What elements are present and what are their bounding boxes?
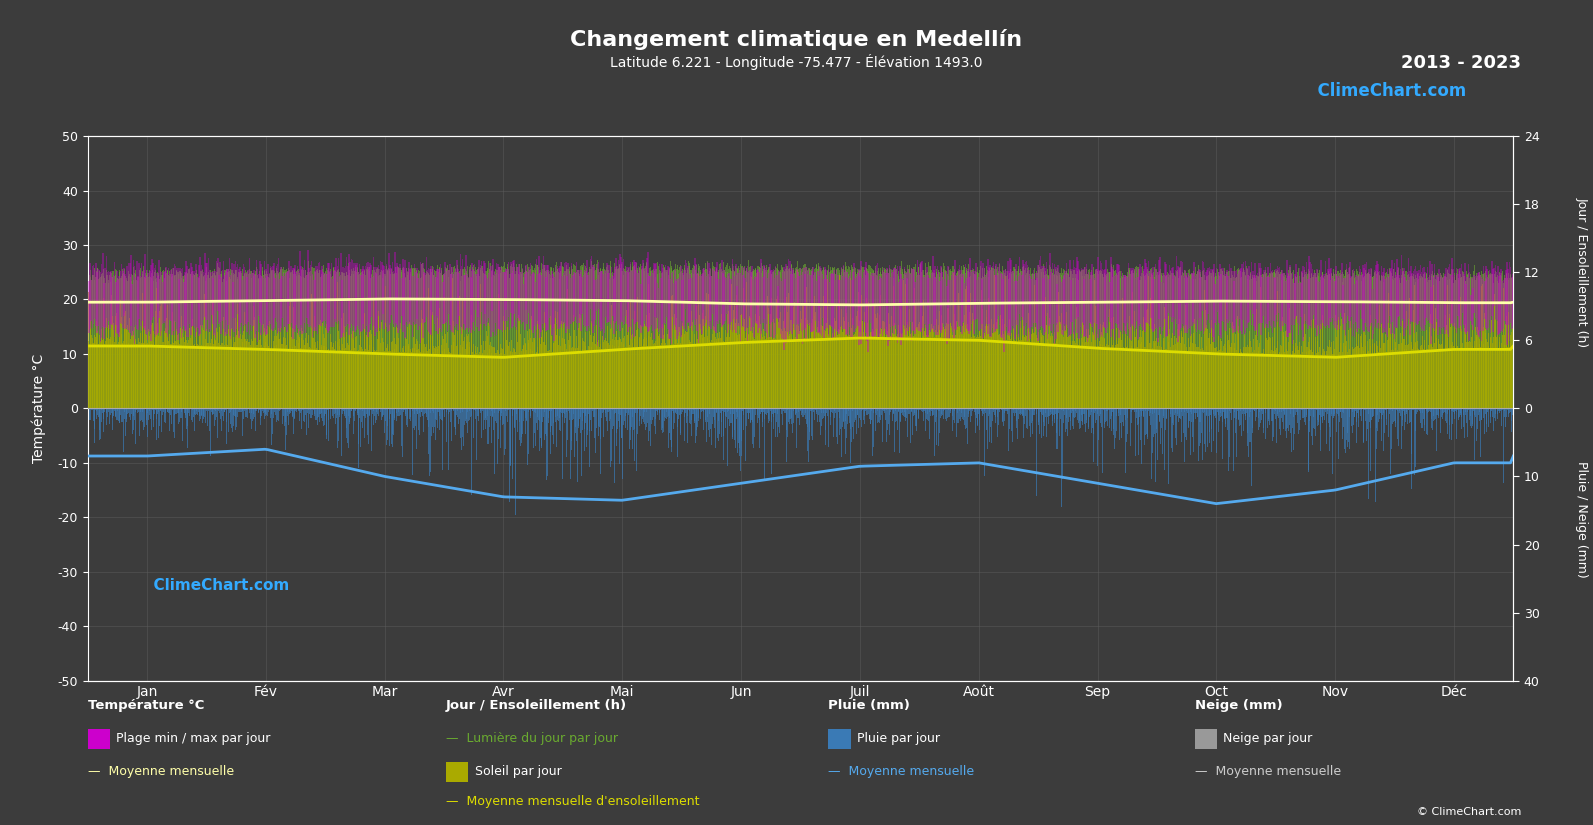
Text: 2013 - 2023: 2013 - 2023 (1402, 54, 1521, 72)
Text: Soleil par jour: Soleil par jour (475, 765, 561, 778)
Text: ClimeChart.com: ClimeChart.com (1306, 82, 1467, 100)
Text: —  Moyenne mensuelle: — Moyenne mensuelle (88, 765, 234, 778)
Text: Neige (mm): Neige (mm) (1195, 699, 1282, 712)
Text: Latitude 6.221 - Longitude -75.477 - Élévation 1493.0: Latitude 6.221 - Longitude -75.477 - Élé… (610, 54, 983, 69)
Text: Changement climatique en Medellín: Changement climatique en Medellín (570, 29, 1023, 50)
Text: Jour / Ensoleillement (h): Jour / Ensoleillement (h) (446, 699, 628, 712)
Text: ClimeChart.com: ClimeChart.com (143, 578, 290, 593)
Text: —  Moyenne mensuelle: — Moyenne mensuelle (828, 765, 975, 778)
Text: Température °C: Température °C (88, 699, 204, 712)
Text: Pluie par jour: Pluie par jour (857, 732, 940, 745)
Text: Pluie / Neige (mm): Pluie / Neige (mm) (1575, 461, 1588, 578)
Text: Jour / Ensoleillement (h): Jour / Ensoleillement (h) (1575, 197, 1588, 347)
Text: —  Moyenne mensuelle: — Moyenne mensuelle (1195, 765, 1341, 778)
Text: © ClimeChart.com: © ClimeChart.com (1416, 807, 1521, 817)
Text: —  Lumière du jour par jour: — Lumière du jour par jour (446, 732, 618, 745)
Text: Neige par jour: Neige par jour (1223, 732, 1313, 745)
Text: Plage min / max par jour: Plage min / max par jour (116, 732, 271, 745)
Text: —  Moyenne mensuelle d'ensoleillement: — Moyenne mensuelle d'ensoleillement (446, 795, 699, 808)
Text: Pluie (mm): Pluie (mm) (828, 699, 910, 712)
Y-axis label: Température °C: Température °C (32, 354, 46, 463)
